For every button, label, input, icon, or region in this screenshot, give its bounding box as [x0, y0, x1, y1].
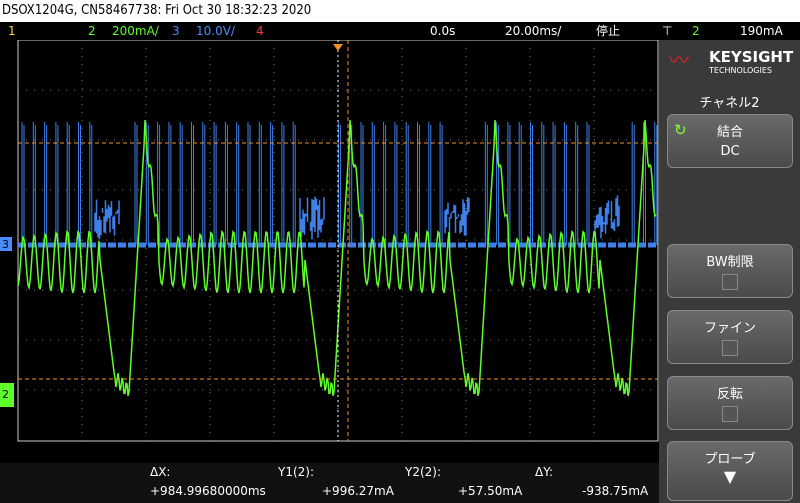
ch3-scale: 10.0V/ [196, 23, 235, 39]
waveforms [18, 120, 657, 396]
dy-label: ΔY: [535, 465, 553, 479]
ch2-label: 2 [88, 23, 96, 39]
brand-sub: TECHNOLOGIES [709, 66, 772, 75]
ch3-pulses [22, 122, 657, 245]
coupling-button[interactable]: 結合 DC ↻ [667, 114, 793, 168]
ch3-marker: 3 [2, 238, 9, 251]
y1-label: Y1(2): [278, 465, 314, 479]
ch4-label: 4 [256, 23, 264, 39]
ch2-scale: 200mA/ [112, 23, 159, 39]
button-label: プローブ [668, 448, 792, 467]
logo-wave: 〰 [669, 50, 691, 72]
checkbox [722, 340, 738, 356]
dx-value: +984.99680000ms [150, 484, 266, 498]
ch2-trace [18, 120, 656, 396]
graticule: 3 2 [0, 40, 659, 463]
button-value: DC [668, 144, 792, 159]
timebase: 20.00ms/ [505, 23, 561, 39]
y2-value: +57.50mA [458, 484, 522, 498]
checkbox [722, 406, 738, 422]
ch3-burst [95, 199, 119, 239]
button-label: 結合 [668, 121, 792, 140]
checkbox [722, 274, 738, 290]
dy-value: -938.75mA [582, 484, 648, 498]
invert-button[interactable]: 反転 [667, 376, 793, 430]
button-label: BW制限 [668, 251, 792, 270]
dx-label: ΔX: [150, 465, 170, 479]
ch3-label: 3 [172, 23, 180, 39]
y1-value: +996.27mA [322, 484, 394, 498]
brand: KEYSIGHT [709, 48, 793, 66]
scope-screen: DSOX1204G, CN58467738: Fri Oct 30 18:32:… [0, 0, 800, 503]
header: DSOX1204G, CN58467738: Fri Oct 30 18:32:… [0, 0, 800, 22]
trigger-icon: ⊤ [662, 23, 672, 39]
button-label: 反転 [668, 383, 792, 402]
trigger-level: 190mA [740, 23, 783, 39]
side-panel: 〰 KEYSIGHT TECHNOLOGIES チャネル2 結合 DC ↻ BW制限… [659, 40, 800, 503]
panel-heading: チャネル2 [659, 92, 800, 111]
delay: 0.0s [430, 23, 455, 39]
knob-icon: ↻ [674, 121, 687, 139]
bw-limit-button[interactable]: BW制限 [667, 244, 793, 298]
trigger-marker [333, 44, 343, 51]
probe-button[interactable]: プローブ ▼ [667, 441, 793, 501]
trigger-source: 2 [692, 23, 700, 39]
button-label: ファイン [668, 317, 792, 336]
ch1-label: 1 [8, 23, 16, 39]
fine-button[interactable]: ファイン [667, 310, 793, 364]
ch3-burst [595, 195, 619, 238]
ch2-marker: 2 [2, 388, 9, 401]
arrow-icon: ▼ [668, 467, 792, 486]
ch3-burst [300, 197, 324, 240]
y2-label: Y2(2): [405, 465, 441, 479]
run-state: 停止 [596, 23, 620, 39]
